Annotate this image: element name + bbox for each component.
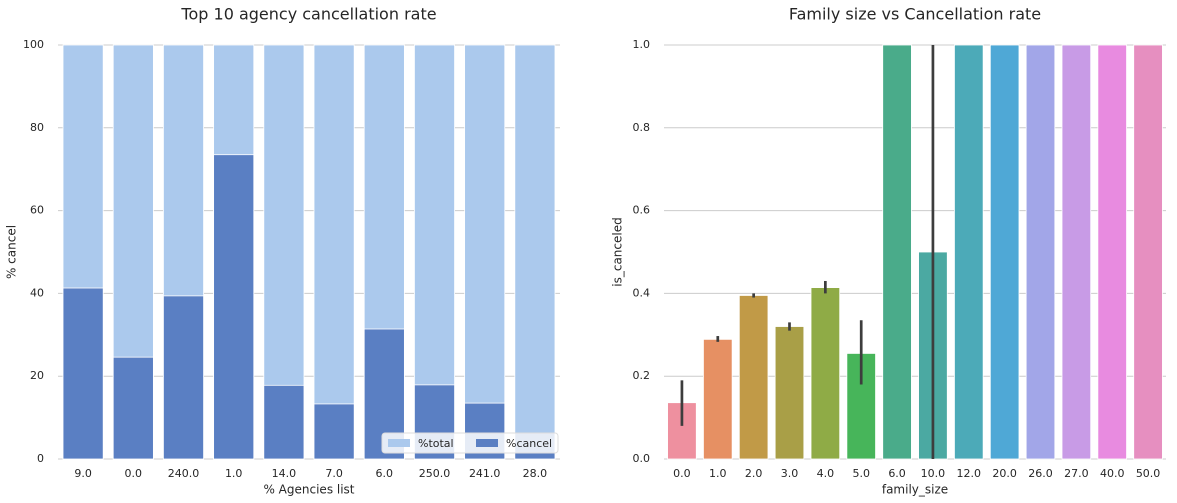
- bar: [774, 326, 805, 460]
- bar: [313, 44, 355, 460]
- chart-title: Family size vs Cancellation rate: [789, 5, 1041, 24]
- bar: [62, 287, 104, 460]
- x-tick-label: 6.0: [376, 467, 394, 480]
- x-tick-label: 20.0: [992, 467, 1017, 480]
- bar: [514, 44, 556, 460]
- x-tick-label: 5.0: [852, 467, 870, 480]
- bar: [810, 287, 841, 460]
- bar: [989, 44, 1020, 460]
- x-tick-label: 9.0: [74, 467, 92, 480]
- x-tick-label: 1.0: [225, 467, 243, 480]
- y-tick-label: 80: [30, 121, 44, 134]
- y-tick-label: 1.0: [633, 38, 651, 51]
- bar: [313, 403, 355, 460]
- bar: [738, 295, 769, 460]
- x-tick-label: 0.0: [673, 467, 691, 480]
- y-tick-label: 0.4: [633, 286, 651, 299]
- y-tick-label: 0.8: [633, 121, 651, 134]
- y-tick-label: 100: [23, 38, 44, 51]
- x-tick-label: 7.0: [325, 467, 343, 480]
- legend-label: %cancel: [506, 437, 552, 450]
- bar: [163, 295, 204, 460]
- x-tick-label: 50.0: [1136, 467, 1161, 480]
- x-tick-label: 2.0: [745, 467, 763, 480]
- x-tick-label: 1.0: [709, 467, 727, 480]
- x-tick-label: 241.0: [469, 467, 501, 480]
- x-tick-label: 40.0: [1100, 467, 1125, 480]
- bar: [954, 44, 984, 460]
- y-tick-label: 0.2: [633, 369, 651, 382]
- x-tick-label: 4.0: [817, 467, 835, 480]
- bar: [882, 44, 912, 460]
- y-axis-label: is_canceled: [611, 217, 625, 286]
- bar: [1097, 44, 1127, 460]
- bar: [112, 356, 154, 460]
- bar: [464, 44, 506, 460]
- y-tick-label: 60: [30, 204, 44, 217]
- y-tick-label: 0: [37, 452, 44, 465]
- legend-swatch: [388, 439, 410, 447]
- bar: [1061, 44, 1092, 460]
- legend: %total %cancel: [381, 432, 559, 454]
- legend-label: %total: [418, 437, 454, 450]
- legend-box: [381, 432, 559, 454]
- x-tick-label: 0.0: [125, 467, 143, 480]
- y-axis-label: % cancel: [5, 225, 19, 279]
- y-tick-label: 40: [30, 286, 44, 299]
- x-tick-label: 28.0: [523, 467, 548, 480]
- bar: [213, 154, 255, 460]
- chart-title: Top 10 agency cancellation rate: [180, 5, 436, 24]
- x-axis-label: family_size: [882, 483, 948, 497]
- legend-swatch: [476, 439, 498, 447]
- y-tick-label: 0.6: [633, 204, 651, 217]
- x-tick-label: 10.0: [921, 467, 946, 480]
- bar: [1025, 44, 1056, 460]
- y-tick-label: 0.0: [633, 452, 651, 465]
- y-tick-label: 20: [30, 369, 44, 382]
- x-tick-label: 3.0: [781, 467, 799, 480]
- x-tick-label: 14.0: [272, 467, 297, 480]
- x-tick-label: 6.0: [888, 467, 906, 480]
- x-tick-label: 26.0: [1028, 467, 1053, 480]
- x-tick-label: 27.0: [1064, 467, 1089, 480]
- x-tick-label: 12.0: [957, 467, 982, 480]
- x-tick-label: 250.0: [419, 467, 451, 480]
- x-axis-label: % Agencies list: [263, 483, 354, 497]
- bar: [263, 384, 305, 460]
- bar: [1133, 44, 1163, 460]
- x-tick-label: 240.0: [168, 467, 200, 480]
- bar: [703, 338, 733, 460]
